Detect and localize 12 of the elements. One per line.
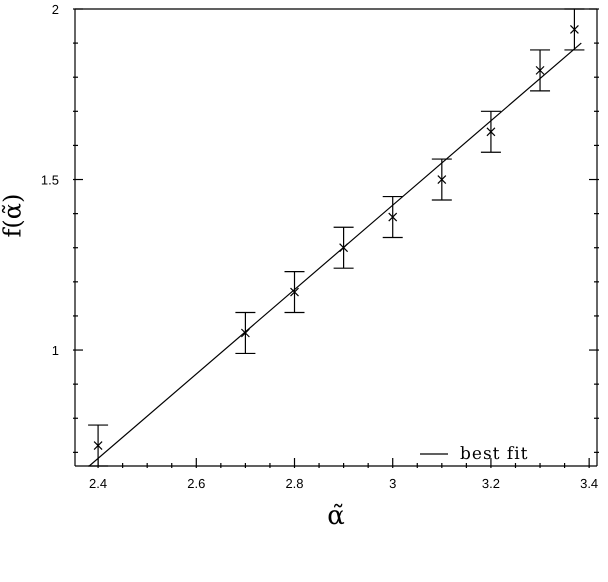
x-tick-label: 2.4 — [89, 476, 108, 491]
y-tick-label: 1 — [52, 343, 59, 358]
y-axis-title: f(α̃) — [0, 194, 27, 238]
y-tick-label: 2 — [52, 2, 59, 17]
x-tick-label: 3.2 — [482, 476, 500, 491]
x-tick-label: 3 — [389, 476, 396, 491]
x-tick-label: 3.4 — [580, 476, 598, 491]
x-axis-title: α̃ — [327, 501, 345, 531]
legend-label: best fit — [460, 444, 528, 464]
y-tick-label: 1.5 — [40, 172, 59, 188]
x-tick-label: 2.8 — [285, 476, 304, 491]
x-tick-label: 2.6 — [187, 476, 206, 491]
